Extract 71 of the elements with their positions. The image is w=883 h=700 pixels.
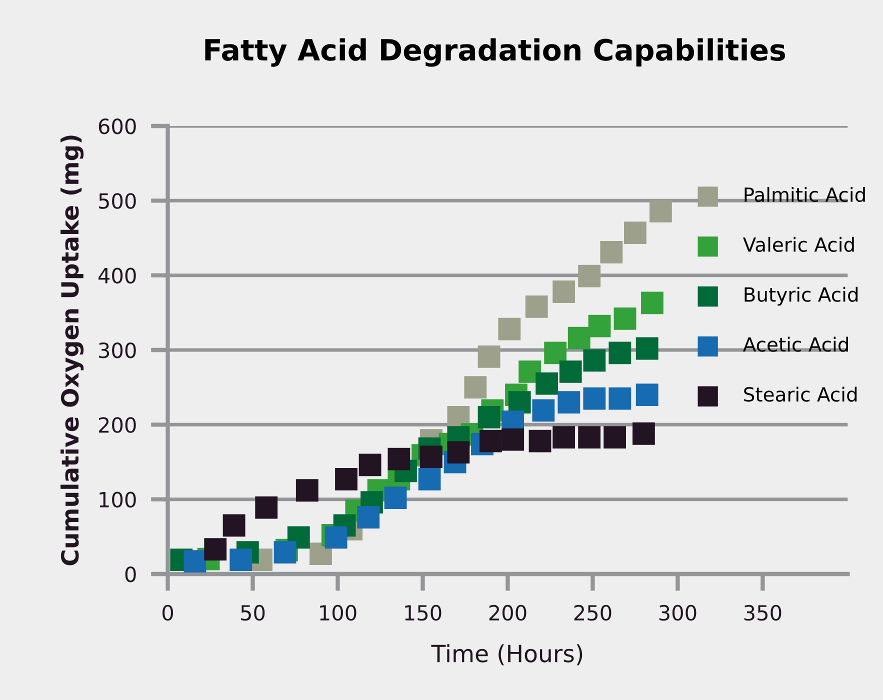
legend-label: Palmitic Acid [744,186,865,202]
point [335,468,358,490]
point [583,349,606,372]
point [604,426,626,449]
point [528,430,552,452]
point [650,200,672,222]
point [608,387,632,410]
point [624,222,646,244]
point [614,307,636,330]
point [600,240,623,264]
x-tick-label: 300 [659,604,696,621]
point [420,446,442,468]
point [502,428,524,451]
point [357,506,380,528]
point [636,337,658,360]
y-tick-label: 100 [100,492,136,508]
point [552,280,576,303]
y-tick-label: 300 [99,342,136,358]
legend-label: Valeric Acid [743,236,854,252]
y-tick-label: 400 [98,268,136,284]
point [578,426,601,449]
x-tick-label: 50 [241,604,265,621]
point [480,430,502,452]
point [536,372,558,395]
point [632,422,655,445]
point [230,548,252,572]
point [464,376,487,399]
x-tick-label: 350 [744,604,782,621]
point [636,384,658,406]
point [204,538,227,561]
point [578,264,601,288]
x-tick-label: 150 [405,604,442,621]
point [583,387,606,410]
point [255,496,278,519]
point [544,342,567,364]
point [478,346,500,368]
point [324,526,348,549]
point [478,406,500,428]
point [508,391,531,414]
point [559,360,582,383]
point [296,479,318,502]
point [641,292,664,314]
x-tick-label: 200 [489,604,526,621]
point [388,448,410,470]
legend-label: Butyric Acid [744,286,858,306]
point [608,342,632,364]
y-tick-label: 600 [98,118,136,134]
point [568,326,590,350]
y-tick-label: 500 [99,193,136,209]
point [184,550,206,573]
legend-label: Stearic Acid [744,386,857,402]
point [558,391,580,414]
x-axis-title: Time (Hours) [431,644,582,666]
y-axis-title: Cumulative Oxygen Uptake (mg) [60,136,84,566]
legend-label: Acetic Acid [743,336,848,352]
x-tick-label: 250 [574,604,612,621]
point [498,318,521,340]
point [525,295,548,318]
point [358,454,382,476]
point [384,486,407,510]
x-tick-label: 0 [162,604,174,621]
y-tick-label: 0 [125,566,136,582]
point [418,468,441,490]
y-tick-label: 200 [98,417,136,433]
point [222,514,246,537]
point [552,426,576,449]
point [447,441,470,464]
point [588,314,611,338]
chart-title: Fatty Acid Degradation Capabilities [205,38,786,67]
point [532,399,555,422]
x-tick-label: 100 [320,604,356,621]
